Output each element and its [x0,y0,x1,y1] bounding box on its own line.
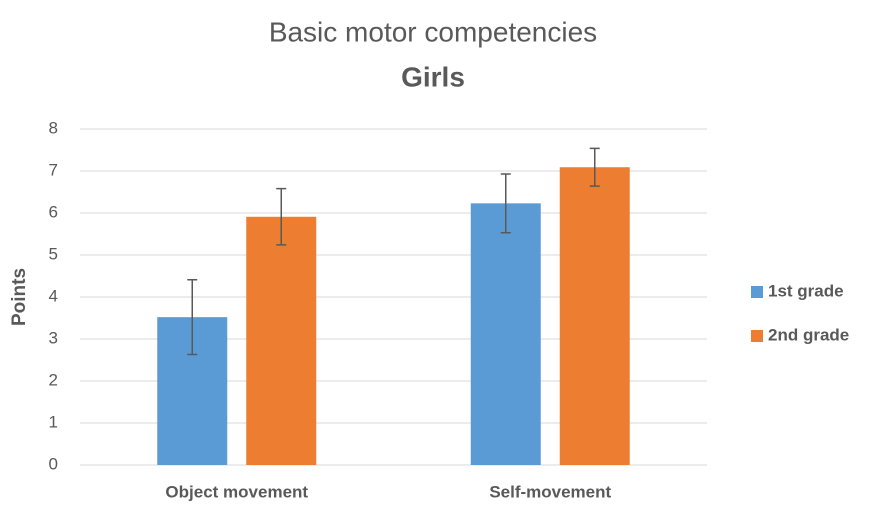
y-tick-label: 2 [49,370,58,389]
y-tick-label: 4 [49,286,58,305]
error-bar [276,187,287,246]
y-axis-label: Points [9,268,30,326]
y-tick-label: 1 [49,412,58,431]
y-tick-label: 3 [49,328,58,347]
error-bar [187,279,198,356]
y-tick-label: 0 [49,454,58,473]
bar [559,167,630,465]
legend-label: 2nd grade [768,325,849,344]
y-tick-label: 7 [49,160,58,179]
chart-subtitle: Girls [401,61,465,92]
y-tick-label: 6 [49,202,58,221]
error-bar [589,147,600,187]
bar [470,203,541,465]
chart-title: Basic motor competencies [269,16,597,47]
legend-label: 1st grade [768,281,844,300]
error-bar [500,173,511,234]
y-tick-label: 8 [49,118,58,137]
legend-swatch [751,286,763,298]
x-tick-label: Object movement [165,482,308,501]
bar [246,216,317,465]
y-tick-label: 5 [49,244,58,263]
legend-swatch [751,330,763,342]
x-tick-label: Self-movement [489,482,611,501]
